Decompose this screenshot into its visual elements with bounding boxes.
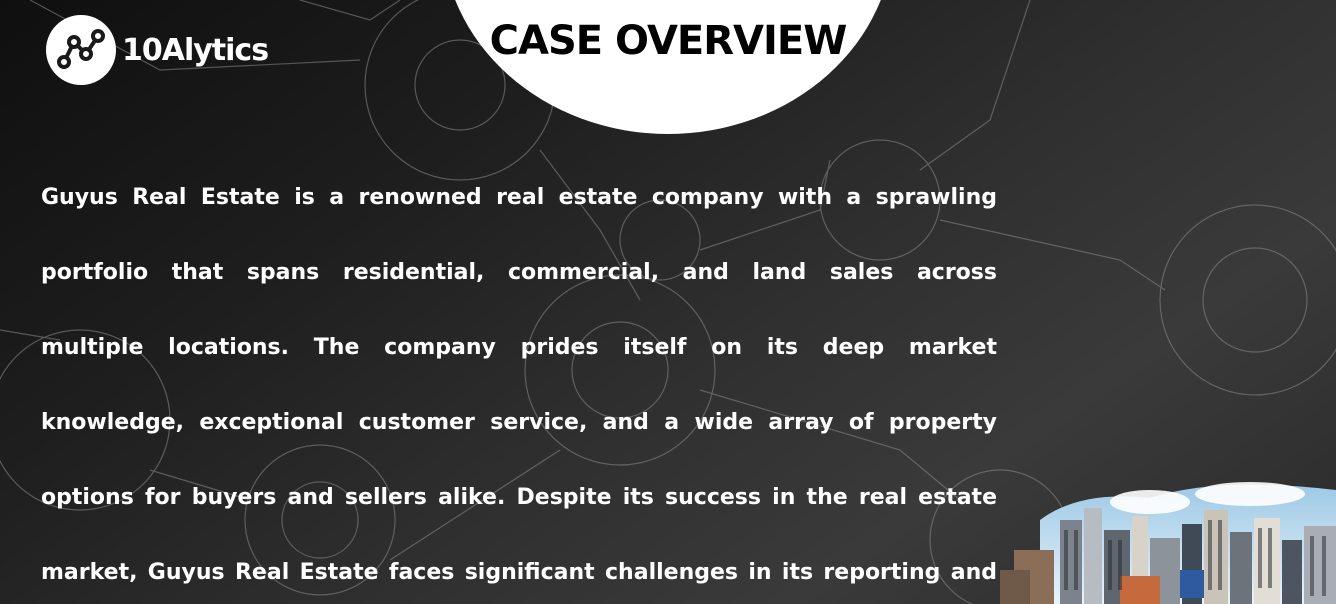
brand-name: 10Alytics <box>122 32 269 68</box>
paragraph-line: portfolio that spans residential, commer… <box>41 260 997 285</box>
paragraph-line: knowledge, exceptional customer service,… <box>41 410 997 435</box>
analytics-logo-icon <box>46 15 116 85</box>
paragraph-line: market, Guyus Real Estate faces signific… <box>41 560 997 585</box>
brand-logo: 10Alytics <box>46 15 269 85</box>
paragraph-line: multiple locations. The company prides i… <box>41 335 997 360</box>
paragraph-line: options for buyers and sellers alike. De… <box>41 485 997 510</box>
city-skyline-illustration <box>1000 482 1336 604</box>
case-overview-paragraph: Guyus Real Estate is a renowned real est… <box>41 160 997 604</box>
paragraph-line: Guyus Real Estate is a renowned real est… <box>41 185 997 210</box>
slide-title: CASE OVERVIEW <box>489 18 848 64</box>
